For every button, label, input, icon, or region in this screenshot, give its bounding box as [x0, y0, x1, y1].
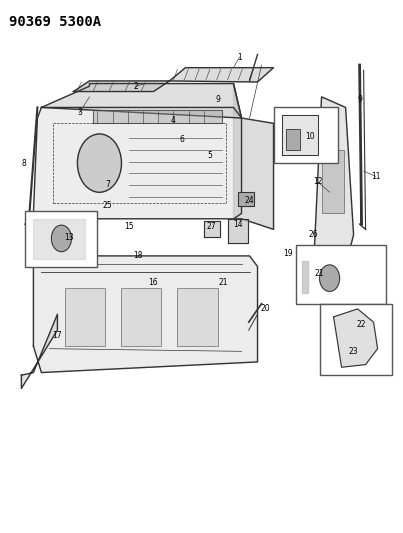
- Text: 25: 25: [103, 201, 112, 210]
- Circle shape: [320, 265, 340, 292]
- Text: 7: 7: [105, 180, 110, 189]
- Text: 11: 11: [371, 172, 380, 181]
- Polygon shape: [170, 68, 274, 82]
- Polygon shape: [93, 110, 222, 123]
- Text: 90369 5300A: 90369 5300A: [9, 14, 102, 29]
- Polygon shape: [21, 314, 57, 389]
- Polygon shape: [228, 219, 247, 243]
- Text: 3: 3: [77, 108, 82, 117]
- Text: 2: 2: [133, 82, 138, 91]
- Text: 9: 9: [357, 95, 362, 104]
- Polygon shape: [33, 256, 258, 373]
- Polygon shape: [282, 115, 318, 155]
- Bar: [286, 128, 299, 150]
- Text: 5: 5: [207, 151, 212, 160]
- Text: 15: 15: [125, 222, 134, 231]
- Polygon shape: [33, 219, 85, 259]
- Polygon shape: [334, 309, 378, 367]
- Circle shape: [77, 134, 121, 192]
- Polygon shape: [301, 261, 307, 293]
- Text: 17: 17: [53, 331, 62, 340]
- Bar: [121, 288, 162, 346]
- Text: 4: 4: [171, 116, 176, 125]
- Text: 13: 13: [64, 233, 74, 242]
- Polygon shape: [204, 221, 220, 237]
- Text: 12: 12: [313, 177, 322, 186]
- Text: 10: 10: [305, 132, 314, 141]
- Bar: [322, 150, 344, 214]
- Polygon shape: [314, 97, 353, 266]
- Text: 8: 8: [21, 159, 26, 167]
- Polygon shape: [73, 81, 170, 92]
- Text: 21: 21: [219, 278, 228, 287]
- FancyBboxPatch shape: [320, 304, 392, 375]
- FancyBboxPatch shape: [295, 245, 386, 304]
- Circle shape: [52, 225, 71, 252]
- Bar: [65, 288, 106, 346]
- Text: 16: 16: [149, 278, 158, 287]
- Text: 20: 20: [261, 304, 270, 313]
- FancyBboxPatch shape: [25, 211, 98, 266]
- Text: 27: 27: [207, 222, 216, 231]
- Polygon shape: [33, 108, 241, 219]
- FancyBboxPatch shape: [274, 108, 338, 163]
- Text: 24: 24: [245, 196, 254, 205]
- Text: 23: 23: [349, 347, 358, 356]
- Text: 18: 18: [133, 252, 142, 261]
- Bar: [177, 288, 218, 346]
- Text: 22: 22: [357, 320, 366, 329]
- Polygon shape: [42, 84, 241, 118]
- Text: 14: 14: [233, 220, 242, 229]
- Text: 19: 19: [283, 249, 292, 258]
- Text: 26: 26: [309, 230, 318, 239]
- Bar: [237, 192, 253, 206]
- Text: 6: 6: [179, 135, 184, 144]
- Text: 9: 9: [215, 95, 220, 104]
- Text: 1: 1: [237, 53, 242, 62]
- Text: 21: 21: [315, 269, 324, 278]
- Polygon shape: [233, 84, 274, 229]
